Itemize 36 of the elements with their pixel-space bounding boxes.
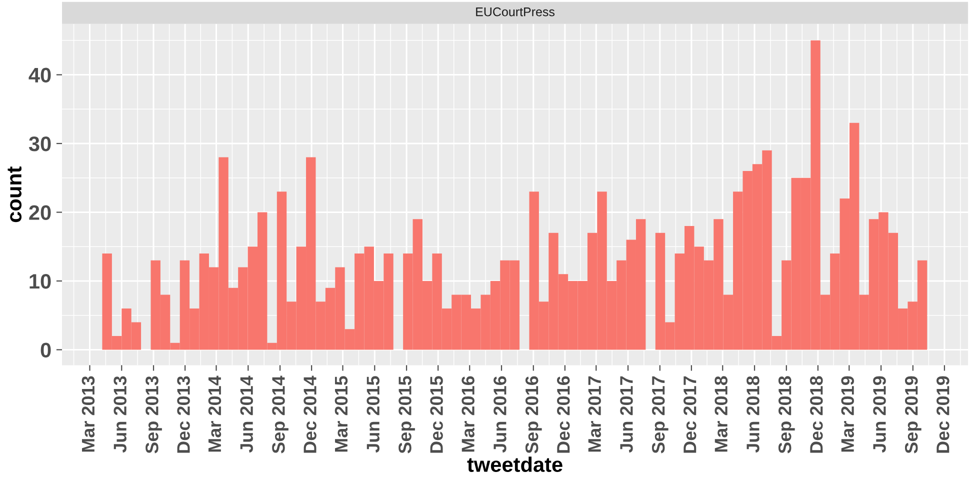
x-tick-label: Jun 2017 [620,376,633,453]
x-tick-label: Jun 2018 [746,376,760,453]
x-tick-label: Mar 2019 [841,376,854,452]
x-tick-label: Sep 2019 [904,376,922,454]
x-tick-label: Jun 2015 [366,376,380,453]
y-tick-label: 20 [29,205,51,220]
y-tick-label: 10 [30,274,51,289]
x-axis-title: tweetdate [467,456,562,472]
x-tick-label: Mar 2015 [334,376,348,452]
y-tick-label: 0 [40,342,51,358]
x-tick-label: Sep 2014 [272,376,288,454]
x-tick-label: Dec 2014 [304,376,316,453]
x-tick-label: Dec 2013 [177,376,190,453]
x-tick-label: Sep 2015 [398,376,415,454]
x-tick-label: Sep 2017 [652,376,668,454]
x-tick-label: Jun 2016 [494,376,506,453]
x-tick-label: Jun 2014 [240,376,253,453]
chart-title: EUCourtPress [476,7,555,16]
x-tick-label: Sep 2018 [778,376,795,454]
x-tick-label: Dec 2018 [810,376,823,453]
x-tick-label: Mar 2017 [588,376,601,452]
y-tick-label: 40 [28,68,51,83]
x-tick-label: Sep 2013 [146,376,162,454]
y-tick-label: 30 [28,136,51,152]
x-tick-label: Jun 2019 [873,376,886,453]
x-tick-label: Sep 2016 [525,376,542,454]
x-tick-label: Mar 2016 [462,376,474,452]
x-tick-label: Jun 2013 [114,376,127,453]
x-tick-label: Mar 2013 [82,376,95,452]
x-tick-label: Mar 2014 [208,376,222,452]
x-tick-label: Dec 2017 [684,376,696,453]
x-tick-label: Dec 2019 [936,376,950,453]
x-tick-label: Mar 2018 [714,376,728,452]
y-axis-title: count [8,166,22,222]
x-tick-label: Dec 2016 [556,376,570,453]
x-tick-label: Dec 2015 [430,376,443,453]
